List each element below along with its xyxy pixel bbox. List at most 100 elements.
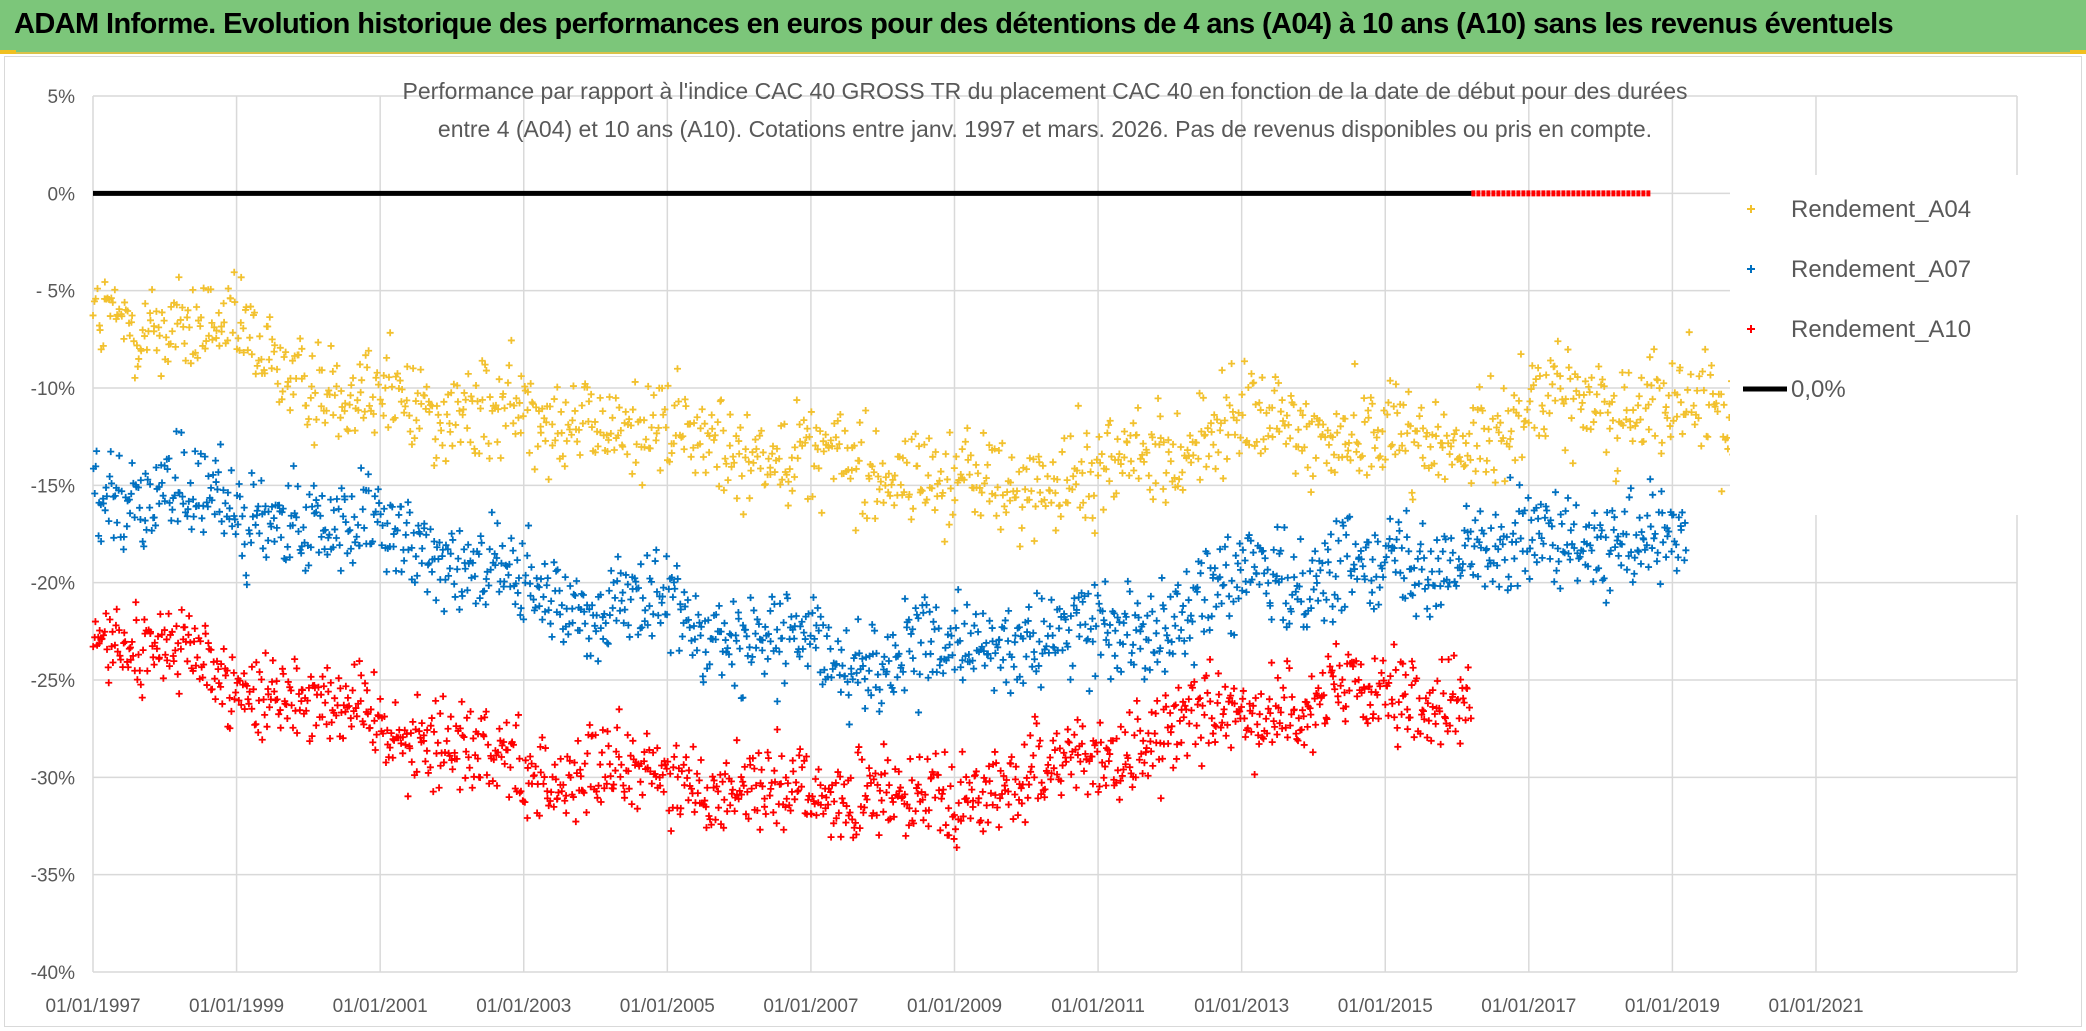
data-point <box>133 341 141 349</box>
data-point <box>1161 668 1169 676</box>
data-point <box>800 757 808 765</box>
data-point <box>273 695 281 703</box>
data-point <box>493 438 501 446</box>
data-point <box>1672 541 1680 549</box>
data-point <box>331 391 339 399</box>
data-point <box>1398 442 1406 450</box>
data-point <box>532 403 540 411</box>
data-point <box>599 407 607 415</box>
data-point <box>834 417 842 425</box>
data-point <box>254 729 262 737</box>
data-point <box>327 496 335 504</box>
data-point <box>154 632 162 640</box>
data-point <box>1229 598 1237 606</box>
data-point <box>482 575 490 583</box>
data-point <box>1556 585 1564 593</box>
data-point <box>1021 818 1029 826</box>
data-point <box>1225 612 1233 620</box>
data-point <box>1268 404 1276 412</box>
data-point <box>1156 644 1164 652</box>
data-point <box>1050 764 1058 772</box>
data-point <box>446 752 454 760</box>
data-point <box>558 787 566 795</box>
data-point <box>200 284 208 292</box>
data-point <box>1321 433 1329 441</box>
data-point <box>1091 581 1099 589</box>
data-point <box>1149 495 1157 503</box>
data-point <box>560 638 568 646</box>
data-point <box>1280 523 1288 531</box>
data-point <box>171 474 179 482</box>
data-point <box>418 545 426 553</box>
data-point <box>338 484 346 492</box>
data-point <box>1011 775 1019 783</box>
data-point <box>1351 360 1359 368</box>
data-point <box>1544 392 1552 400</box>
data-point <box>1403 705 1411 713</box>
data-point <box>1419 707 1427 715</box>
data-point <box>801 439 809 447</box>
data-point <box>152 521 160 529</box>
data-point <box>702 803 710 811</box>
data-point <box>1312 454 1320 462</box>
data-point <box>1002 678 1010 686</box>
data-point <box>172 427 180 435</box>
legend-label: Rendement_A04 <box>1791 196 1971 223</box>
data-point <box>1379 463 1387 471</box>
data-point <box>1033 475 1041 483</box>
data-point <box>1003 488 1011 496</box>
data-point <box>724 644 732 652</box>
data-point <box>1604 409 1612 417</box>
data-point <box>442 457 450 465</box>
data-point <box>1206 626 1214 634</box>
data-point <box>620 788 628 796</box>
data-point <box>1431 710 1439 718</box>
data-point <box>360 524 368 532</box>
data-point <box>412 725 420 733</box>
data-point <box>344 427 352 435</box>
data-point <box>1490 466 1498 474</box>
data-point <box>860 803 868 811</box>
data-point <box>611 767 619 775</box>
data-point <box>984 818 992 826</box>
data-point <box>1436 707 1444 715</box>
data-point <box>621 419 629 427</box>
data-point <box>524 764 532 772</box>
data-point <box>486 545 494 553</box>
data-point <box>264 690 272 698</box>
data-point <box>1193 583 1201 591</box>
data-point <box>613 577 621 585</box>
x-tick-label: 01/01/2019 <box>1625 996 1720 1017</box>
data-point <box>1227 744 1235 752</box>
data-point <box>1290 573 1298 581</box>
data-point <box>318 713 326 721</box>
data-point <box>1002 508 1010 516</box>
data-point <box>789 626 797 634</box>
data-point <box>320 682 328 690</box>
data-point <box>1234 560 1242 568</box>
data-point <box>989 801 997 809</box>
data-point <box>466 438 474 446</box>
data-point <box>1250 379 1258 387</box>
data-point <box>1556 372 1564 380</box>
data-point <box>297 549 305 557</box>
data-point <box>1114 435 1122 443</box>
data-point <box>1104 629 1112 637</box>
data-point <box>1067 612 1075 620</box>
data-point <box>131 374 139 382</box>
data-point <box>617 569 625 577</box>
data-point <box>903 801 911 809</box>
data-point <box>1393 409 1401 417</box>
data-point <box>603 780 611 788</box>
data-point <box>964 456 972 464</box>
data-point <box>1210 411 1218 419</box>
data-point <box>1326 569 1334 577</box>
data-point <box>370 410 378 418</box>
data-point <box>1306 567 1314 575</box>
data-point <box>697 623 705 631</box>
data-point <box>1647 523 1655 531</box>
data-point <box>753 453 761 461</box>
data-point <box>120 533 128 541</box>
data-point <box>872 649 880 657</box>
data-point <box>1597 532 1605 540</box>
